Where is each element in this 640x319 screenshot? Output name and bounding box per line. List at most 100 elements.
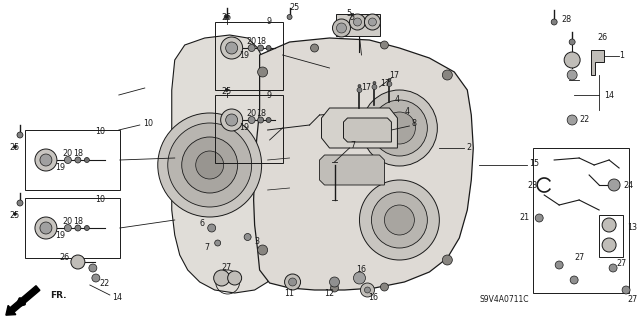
Circle shape [17, 200, 23, 206]
Text: 22: 22 [579, 115, 589, 124]
Text: 10: 10 [95, 196, 105, 204]
Bar [25, 130, 120, 190]
Circle shape [380, 283, 388, 291]
Circle shape [182, 137, 237, 193]
Circle shape [266, 117, 271, 122]
Circle shape [13, 145, 17, 149]
FancyArrow shape [6, 286, 40, 315]
Circle shape [84, 158, 90, 162]
Text: 12: 12 [324, 288, 335, 298]
Text: 18: 18 [73, 218, 83, 226]
Text: 5: 5 [346, 10, 351, 19]
Circle shape [330, 284, 339, 292]
Text: 1: 1 [620, 50, 625, 60]
Bar [214, 22, 283, 90]
Circle shape [221, 109, 243, 131]
Circle shape [208, 224, 216, 232]
Circle shape [380, 41, 388, 49]
Circle shape [570, 276, 578, 284]
Text: 17: 17 [362, 84, 371, 93]
Circle shape [158, 113, 262, 217]
Circle shape [371, 192, 428, 248]
Circle shape [92, 274, 100, 282]
Circle shape [564, 52, 580, 68]
Text: 17: 17 [380, 79, 390, 88]
Circle shape [567, 115, 577, 125]
Text: 14: 14 [604, 91, 614, 100]
Circle shape [13, 212, 17, 216]
Polygon shape [253, 38, 474, 290]
Bar [599, 215, 623, 257]
Circle shape [358, 85, 361, 87]
Text: 9: 9 [266, 18, 271, 26]
Circle shape [602, 218, 616, 232]
Circle shape [248, 44, 255, 51]
Text: 24: 24 [623, 181, 633, 189]
Circle shape [373, 81, 376, 85]
Circle shape [228, 271, 242, 285]
Text: 19: 19 [55, 164, 65, 173]
Circle shape [360, 180, 439, 260]
Circle shape [89, 264, 97, 272]
Text: 25: 25 [289, 4, 300, 12]
Text: 23: 23 [527, 181, 537, 189]
Circle shape [353, 18, 362, 26]
Text: 25: 25 [221, 13, 232, 23]
Circle shape [289, 278, 296, 286]
Text: 6: 6 [200, 219, 205, 227]
Polygon shape [591, 50, 604, 75]
Text: 21: 21 [519, 213, 529, 222]
Text: 27: 27 [627, 295, 637, 305]
Text: 2: 2 [467, 144, 472, 152]
Text: 26: 26 [60, 254, 70, 263]
Circle shape [362, 90, 437, 166]
Text: 25: 25 [10, 144, 20, 152]
Circle shape [535, 214, 543, 222]
Polygon shape [321, 108, 397, 148]
Circle shape [330, 277, 339, 287]
Circle shape [196, 151, 223, 179]
Circle shape [258, 45, 264, 51]
Text: 19: 19 [55, 232, 65, 241]
Circle shape [608, 179, 620, 191]
Text: 16: 16 [356, 265, 367, 275]
Text: FR.: FR. [50, 291, 67, 300]
Circle shape [225, 88, 228, 92]
Circle shape [40, 222, 52, 234]
Circle shape [75, 225, 81, 231]
Bar [25, 198, 120, 258]
Text: 25: 25 [10, 211, 20, 219]
Circle shape [285, 274, 301, 290]
Circle shape [258, 117, 264, 123]
Text: 18: 18 [257, 38, 267, 47]
Text: 3: 3 [255, 238, 260, 247]
Circle shape [371, 100, 428, 156]
Circle shape [224, 14, 229, 19]
Circle shape [40, 154, 52, 166]
Text: 16: 16 [369, 293, 378, 302]
Circle shape [35, 149, 57, 171]
Circle shape [360, 283, 374, 297]
Circle shape [383, 112, 415, 144]
Text: S9V4A0711C: S9V4A0711C [479, 295, 529, 305]
Circle shape [442, 70, 452, 80]
Text: 4: 4 [405, 108, 410, 116]
Text: 19: 19 [239, 51, 250, 61]
Text: 18: 18 [73, 150, 83, 159]
Circle shape [17, 132, 23, 138]
Text: 25: 25 [221, 86, 232, 95]
Circle shape [65, 225, 72, 232]
Circle shape [388, 78, 391, 81]
Circle shape [349, 14, 365, 30]
Circle shape [310, 44, 319, 52]
Circle shape [266, 46, 271, 50]
Text: 18: 18 [257, 109, 267, 118]
Text: 10: 10 [95, 128, 105, 137]
Circle shape [84, 226, 90, 231]
Circle shape [35, 217, 57, 239]
Text: 26: 26 [597, 33, 607, 42]
Text: 28: 28 [561, 16, 572, 25]
Circle shape [258, 67, 268, 77]
Circle shape [357, 87, 362, 93]
Circle shape [567, 70, 577, 80]
